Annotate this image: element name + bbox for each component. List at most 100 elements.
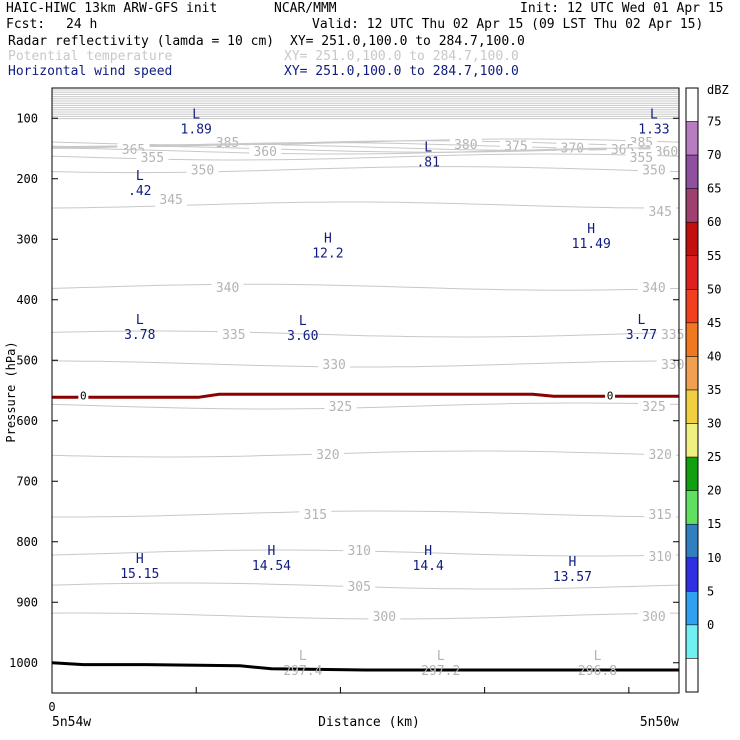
fcst-value: 24 h [66, 17, 98, 32]
colorbar-segment [685, 322, 699, 357]
y-axis-label: Pressure (hPa) [4, 341, 18, 442]
theta-label-bg [136, 151, 169, 165]
theta-label-bg [644, 508, 677, 522]
colorbar-segment [685, 154, 699, 189]
y-tick-label: 600 [16, 414, 38, 428]
colorbar-tick-label: 10 [707, 551, 721, 565]
wind-extremum-value: 1.89 [181, 122, 212, 137]
colorbar-tick-label: 40 [707, 349, 721, 363]
theta-label-bg [656, 358, 689, 372]
theta-label-345: 345 [159, 193, 182, 208]
colorbar-tick-label: 0 [707, 618, 714, 632]
colorbar-tick-label: 55 [707, 249, 721, 263]
surface-extremum-value: 297.4 [283, 664, 322, 679]
colorbar-segment [685, 624, 699, 659]
plot-frame [51, 87, 680, 694]
zero-label-bg [78, 388, 89, 401]
field-reflectivity-xy: XY= 251.0,100.0 to 284.7,100.0 [290, 34, 525, 49]
theta-label-bg [637, 400, 670, 414]
zero-label-bg [605, 388, 616, 401]
wind-extremum-type: H [136, 552, 144, 567]
wind-extremum-type: H [587, 222, 595, 237]
colorbar-tick-label: 20 [707, 484, 721, 498]
theta-label-375: 375 [504, 140, 527, 155]
colorbar-tick-label: 5 [707, 584, 714, 598]
theta-label-320: 320 [316, 448, 339, 463]
theta-label-bg [211, 281, 244, 296]
theta-label-305: 305 [347, 580, 370, 595]
y-tick-label: 200 [16, 172, 38, 186]
theta-label-bg [217, 328, 250, 342]
wind-extremum-type: L [136, 313, 144, 328]
colorbar-segment [685, 456, 699, 491]
wind-extremum-type: H [268, 544, 276, 559]
theta-contour-330 [52, 360, 679, 368]
field-wind-name: Horizontal wind speed [8, 64, 173, 79]
field-reflectivity-name: Radar reflectivity (lamda = 10 cm) [8, 34, 275, 49]
theta-label-340: 340 [642, 281, 665, 296]
colorbar-segment [685, 557, 699, 592]
wind-extremum-type: L [637, 313, 645, 328]
colorbar-segment [685, 255, 699, 290]
wind-extremum-type: L [650, 107, 658, 122]
colorbar-segment [685, 121, 699, 156]
zero-contour-label: 0 [607, 389, 614, 402]
colorbar-segment [685, 591, 699, 626]
terrain-line [51, 661, 679, 672]
surface-extremum-value: 297.2 [421, 664, 460, 679]
theta-label-bg [324, 400, 357, 414]
wind-extremum-type: H [424, 544, 432, 559]
colorbar-tick-label: 65 [707, 182, 721, 196]
theta-label-315: 315 [648, 508, 671, 523]
theta-label-350: 350 [191, 164, 214, 179]
zero-dbz-contour [52, 392, 679, 399]
wind-extremum-value: .42 [128, 184, 151, 199]
theta-contour-360 [51, 147, 680, 155]
colorbar-segment [685, 389, 699, 424]
y-tick-label: 100 [16, 111, 38, 125]
wind-extremum-type: H [568, 555, 576, 570]
theta-contour-315 [52, 510, 680, 518]
theta-label-360: 360 [253, 145, 276, 160]
theta-contour-335 [51, 330, 680, 338]
header-valid: Valid: 12 UTC Thu 02 Apr 15 (09 LST Thu … [312, 17, 704, 32]
theta-label-bg [637, 610, 670, 624]
theta-label-bg [656, 328, 689, 342]
theta-label-bg [368, 610, 401, 624]
theta-label-360: 360 [655, 145, 678, 160]
wind-extremum-value: 14.54 [252, 559, 291, 574]
theta-label-325: 325 [329, 400, 352, 415]
colorbar-tick-label: 70 [707, 148, 721, 162]
field-theta-name: Potential temperature [8, 49, 173, 64]
wind-extremum-value: 13.57 [553, 570, 592, 585]
colorbar-tick-label: 25 [707, 450, 721, 464]
y-tick-label: 900 [16, 595, 38, 609]
theta-label-bg [318, 358, 351, 372]
theta-contour-320 [51, 450, 680, 458]
theta-label-bg [644, 448, 677, 462]
y-tick-label: 700 [16, 474, 38, 488]
theta-label-335: 335 [661, 328, 684, 343]
theta-label-300: 300 [642, 610, 665, 625]
theta-contour-365 [51, 145, 680, 153]
theta-label-335: 335 [222, 328, 245, 343]
wind-extremum-type: L [299, 314, 307, 329]
x-start-label: 5n54w [52, 715, 91, 730]
field-theta-xy: XY= 251.0,100.0 to 284.7,100.0 [284, 49, 519, 64]
theta-label-315: 315 [304, 508, 327, 523]
colorbar-tick-label: 35 [707, 383, 721, 397]
colorbar-tick-label: 15 [707, 517, 721, 531]
theta-label-300: 300 [373, 610, 396, 625]
x-axis-label: Distance (km) [318, 715, 420, 730]
theta-label-355: 355 [141, 151, 164, 166]
colorbar-tick-label: 30 [707, 417, 721, 431]
theta-contour-350 [51, 166, 680, 174]
theta-label-330: 330 [322, 358, 345, 373]
wind-extremum-type: H [324, 231, 332, 246]
theta-label-bg [155, 193, 188, 207]
y-tick-label: 500 [16, 353, 38, 367]
theta-contour-325 [51, 402, 680, 410]
wind-extremum-value: 3.78 [124, 328, 155, 343]
y-tick-label: 400 [16, 293, 38, 307]
y-tick-label: 1000 [9, 656, 38, 670]
